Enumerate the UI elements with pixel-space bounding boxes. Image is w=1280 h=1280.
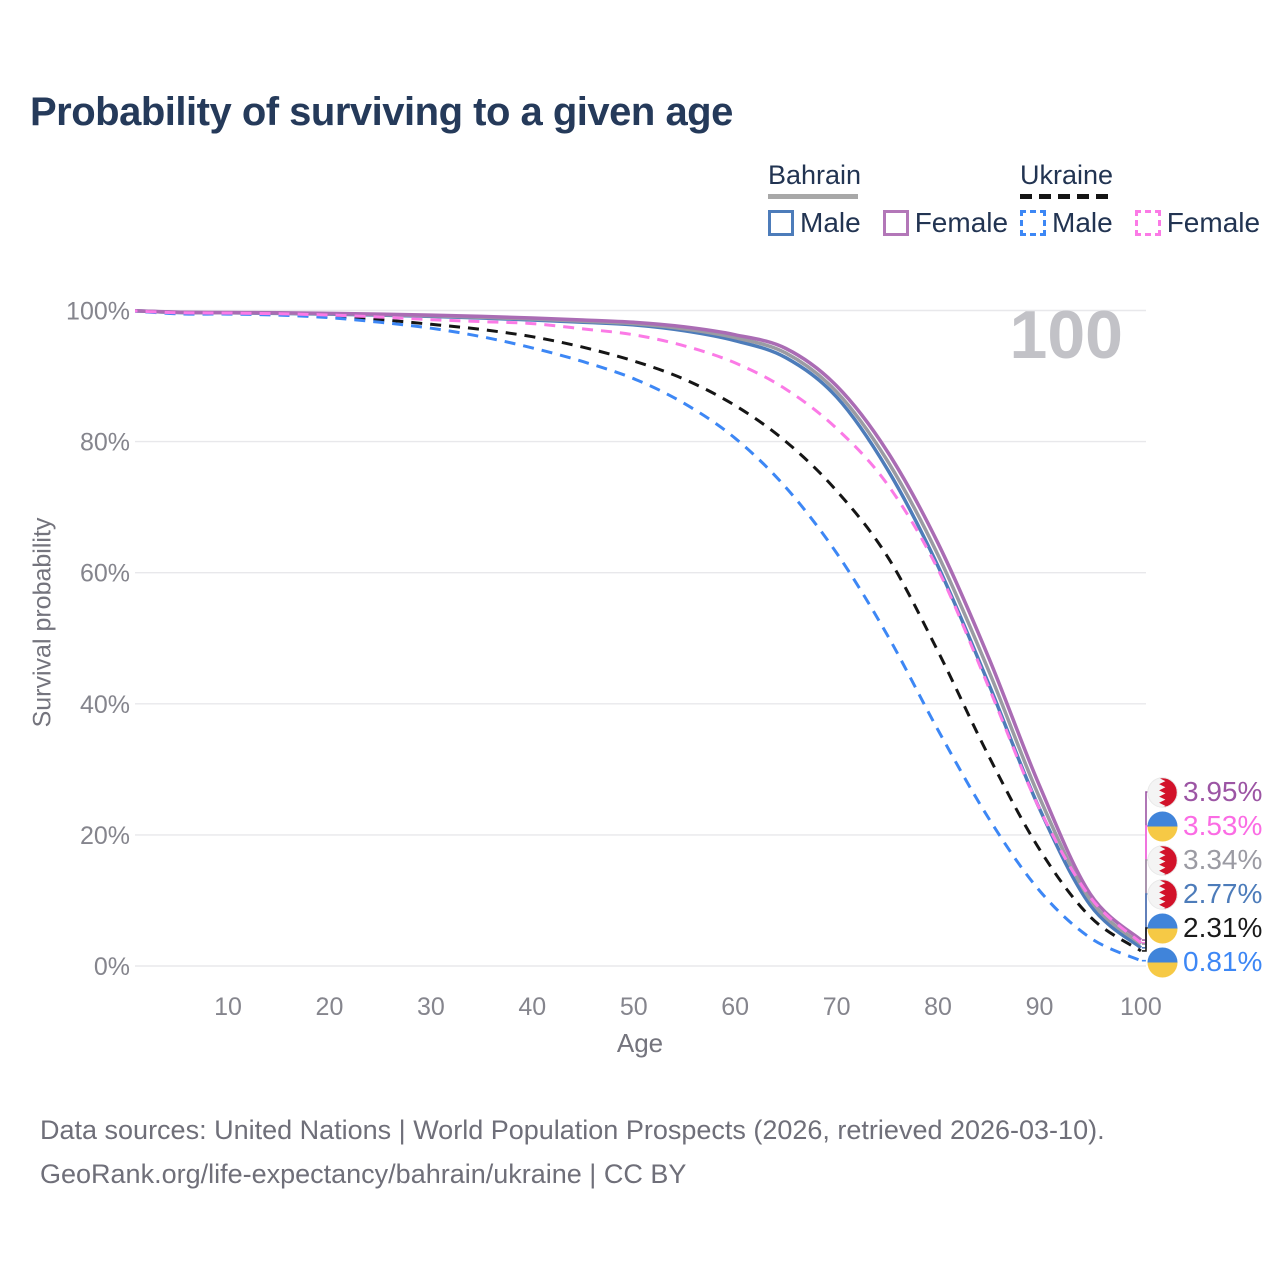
ukraine-female-swatch-icon	[1134, 210, 1161, 236]
x-tick-label: 80	[924, 993, 952, 1021]
survival-curve-bahrain-total	[135, 309, 1143, 946]
x-tick-label: 40	[518, 993, 546, 1021]
x-tick-label: 30	[417, 993, 445, 1021]
legend-entry-ukraine-male[interactable]: Male	[1020, 207, 1113, 239]
end-value: 3.53%	[1183, 810, 1263, 841]
bahrain-flag-icon	[1147, 844, 1178, 876]
x-tick-label: 10	[214, 993, 242, 1021]
legend-entry-bahrain-male[interactable]: Male	[768, 207, 861, 239]
end-value: 2.31%	[1183, 912, 1263, 943]
x-tick-label: 100	[1120, 993, 1162, 1021]
survival-curve-ukraine-total	[135, 309, 1142, 953]
x-tick-label: 50	[620, 993, 648, 1021]
age-watermark: 100	[1009, 297, 1123, 373]
survival-curve-ukraine-male	[135, 309, 1142, 963]
bahrain-female-swatch-icon	[882, 210, 909, 236]
survival-curve-ukraine-female	[135, 309, 1142, 945]
survival-curve-bahrain-female	[135, 309, 1143, 942]
ukraine-flag-icon	[1147, 810, 1178, 842]
end-value: 3.34%	[1183, 844, 1263, 875]
bahrain-male-swatch-icon	[768, 210, 794, 236]
legend-label: Male	[800, 207, 861, 238]
y-tick-label: 100%	[66, 298, 130, 326]
legend-entry-bahrain-female[interactable]: Female	[882, 207, 1009, 239]
y-tick-label: 20%	[80, 822, 130, 850]
end-label-bahrain-male: 2.77%	[1147, 877, 1262, 911]
y-tick-label: 60%	[80, 560, 130, 588]
y-tick-label: 80%	[80, 429, 130, 457]
ukraine-flag-icon	[1147, 946, 1178, 978]
end-label-bahrain-total: 3.34%	[1147, 843, 1262, 877]
x-axis-title: Age	[616, 1028, 664, 1058]
y-axis-title: Survival probability	[28, 517, 57, 728]
legend-label: Female	[1166, 207, 1261, 238]
legend-group-bahrain: Bahrain Male Female	[768, 160, 1008, 239]
end-label-ukraine-male: 0.81%	[1147, 945, 1262, 979]
data-source-line2: GeoRank.org/life-expectancy/bahrain/ukra…	[40, 1159, 687, 1189]
y-tick-label: 40%	[80, 691, 130, 719]
end-value: 2.77%	[1183, 878, 1263, 909]
end-label-ukraine-total: 2.31%	[1147, 911, 1262, 945]
survival-curve-bahrain-male	[135, 309, 1143, 950]
bahrain-flag-icon	[1147, 878, 1178, 910]
legend-label: Male	[1052, 207, 1113, 238]
y-tick-label: 0%	[94, 953, 130, 981]
end-value: 0.81%	[1183, 946, 1263, 977]
end-label-ukraine-female: 3.53%	[1147, 809, 1262, 843]
x-tick-label: 20	[316, 993, 344, 1021]
ukraine-flag-icon	[1147, 912, 1178, 944]
end-value: 3.95%	[1183, 776, 1263, 807]
x-tick-label: 90	[1026, 993, 1054, 1021]
data-source-line1: Data sources: United Nations | World Pop…	[40, 1115, 1105, 1145]
ukraine-male-swatch-icon	[1020, 210, 1046, 236]
end-label-bahrain-female: 3.95%	[1147, 775, 1262, 809]
data-source-note: Data sources: United Nations | World Pop…	[40, 1108, 1105, 1196]
page-title: Probability of surviving to a given age	[30, 90, 733, 134]
legend-line-sample-solid	[768, 194, 858, 199]
legend-group-ukraine: Ukraine Male Female	[1020, 160, 1260, 239]
legend-country-bahrain: Bahrain	[768, 160, 862, 190]
legend-label: Female	[914, 207, 1009, 238]
legend-line-sample-dashed	[1020, 194, 1110, 199]
x-tick-label: 60	[721, 993, 749, 1021]
bahrain-flag-icon	[1147, 776, 1178, 808]
x-tick-label: 70	[823, 993, 851, 1021]
legend-country-ukraine: Ukraine	[1020, 160, 1114, 190]
legend-entry-ukraine-female[interactable]: Female	[1134, 207, 1261, 239]
end-label-column: 3.95% 3.53% 3.34% 2.	[1147, 775, 1262, 979]
